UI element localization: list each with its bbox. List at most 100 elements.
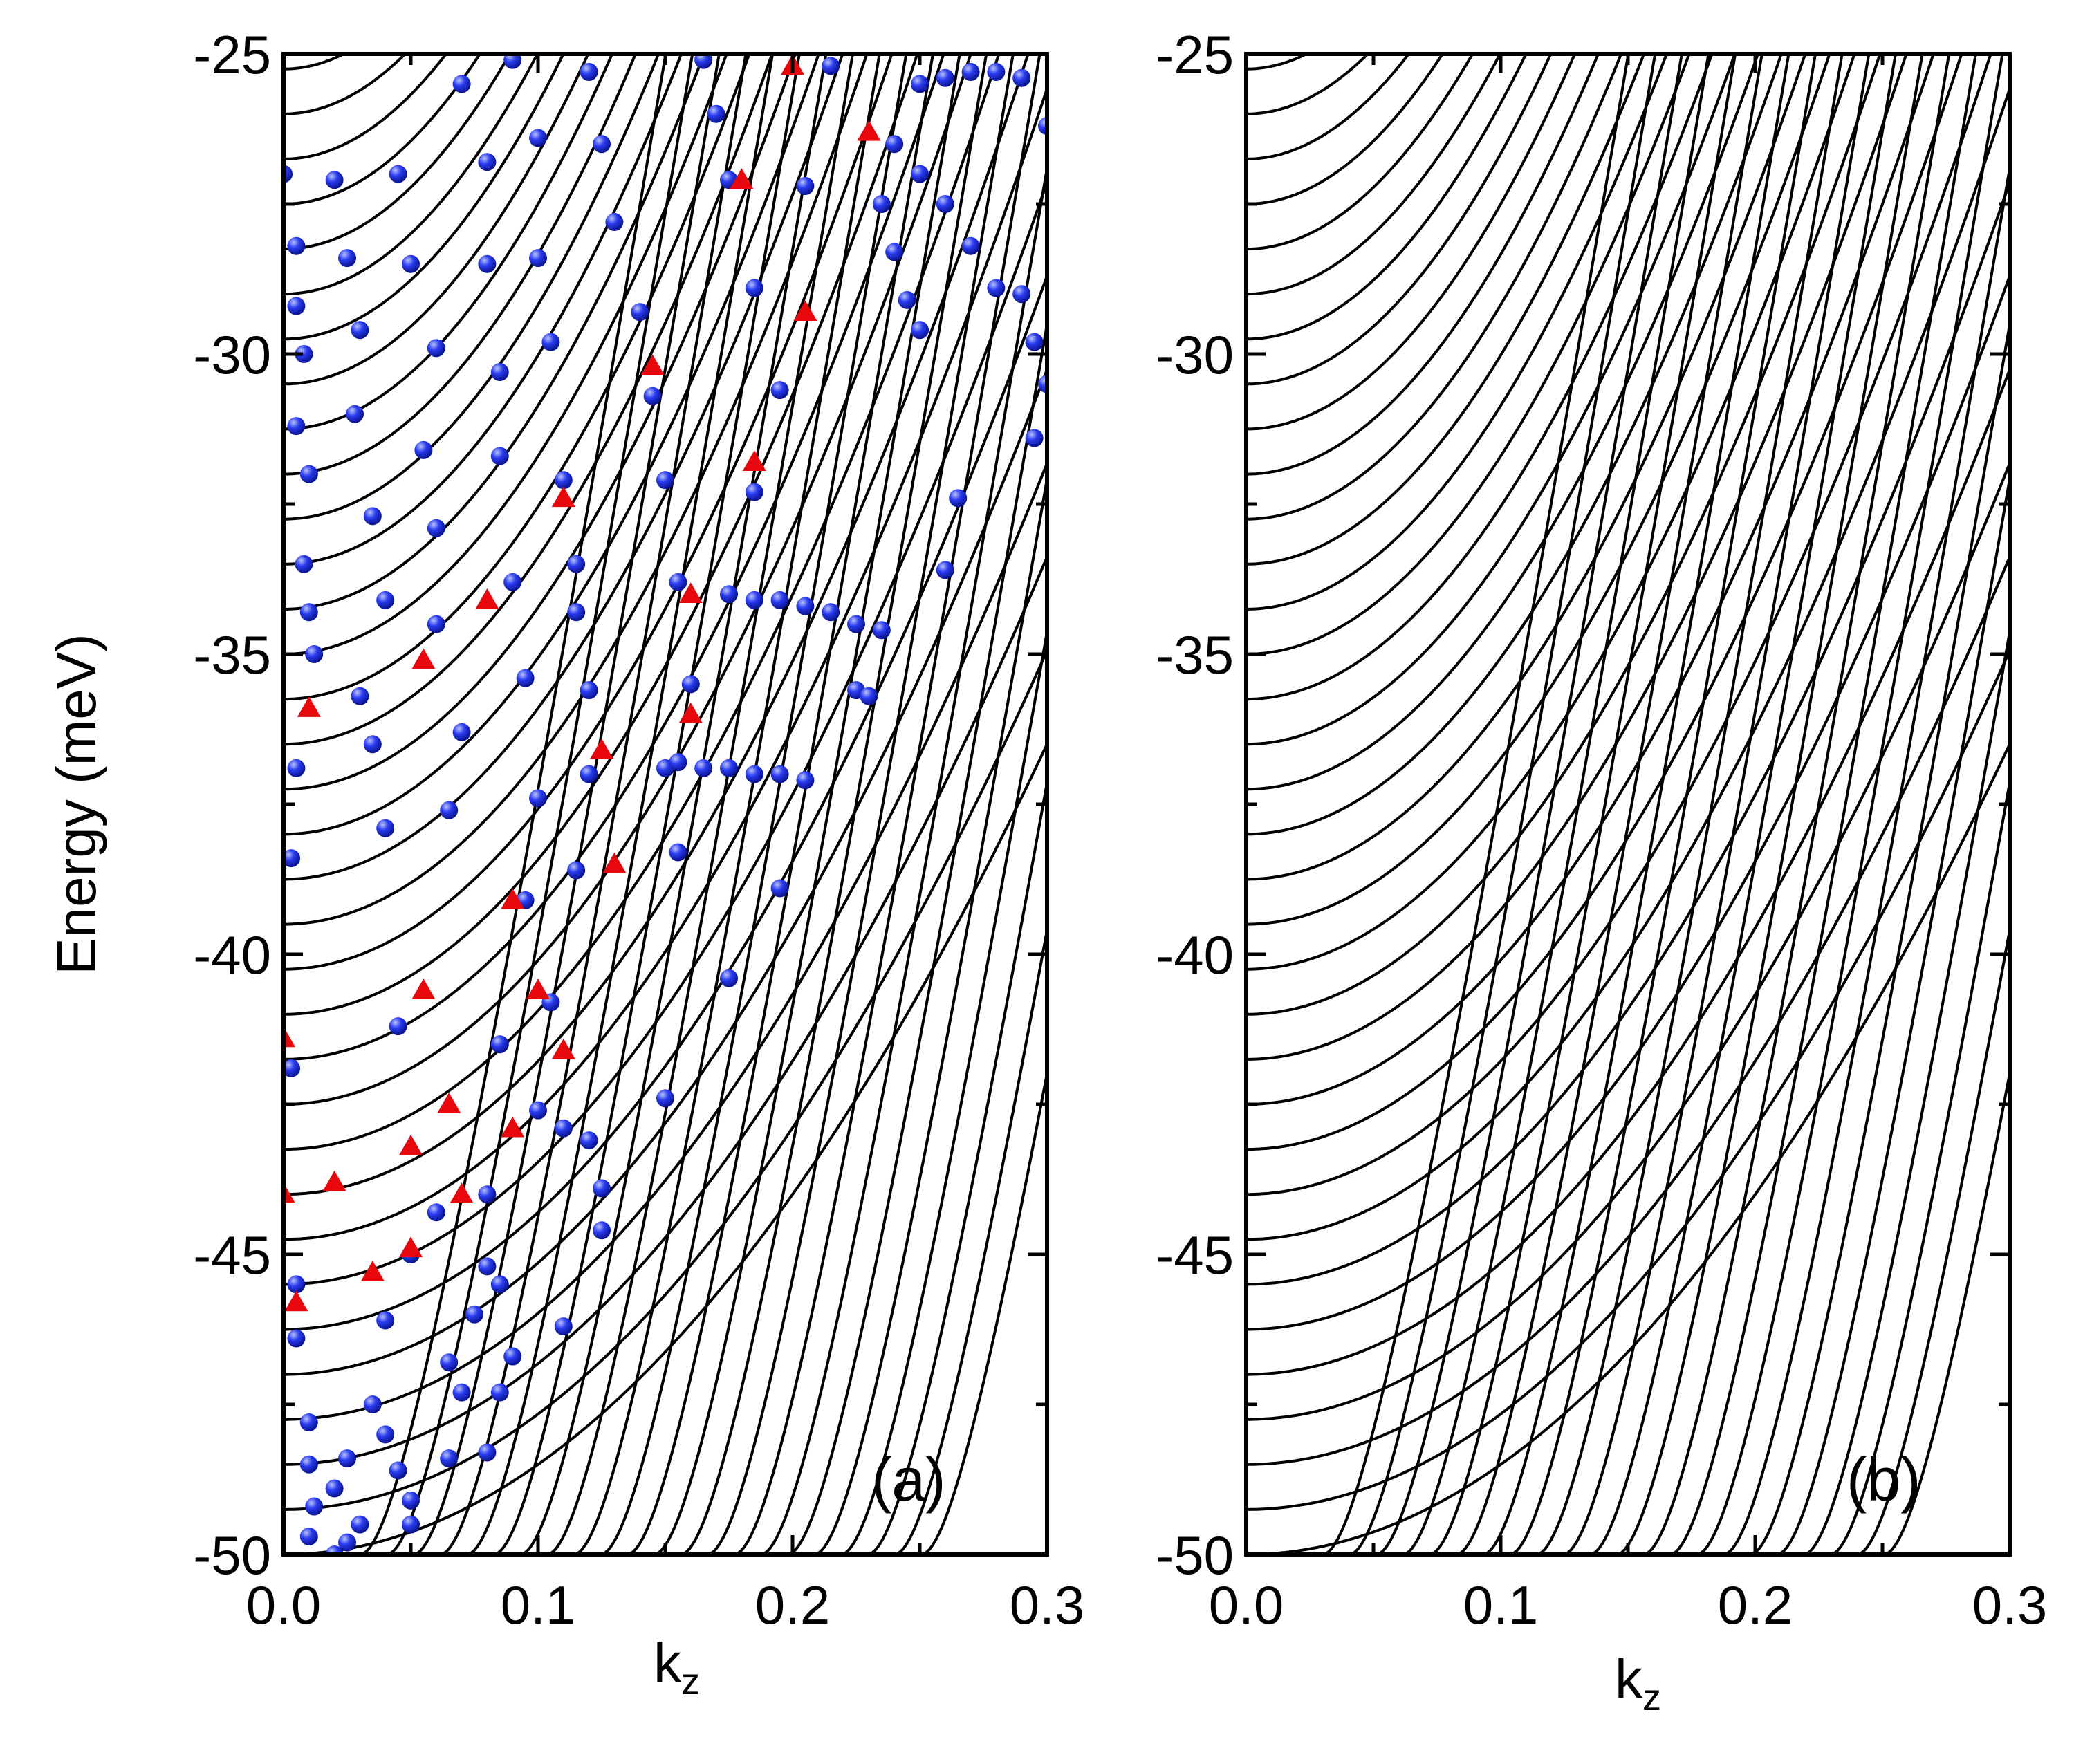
blue-state-marker: [414, 440, 433, 459]
subband-curve: [284, 54, 751, 701]
blue-state-marker: [427, 615, 445, 633]
blue-state-marker: [363, 507, 382, 526]
blue-state-marker: [567, 861, 586, 880]
axis-ticks-a: [281, 52, 1049, 1557]
panel-a: 0.0 0.1 0.2 0.3 -25 -30 -35 -40 -45 -50 (a) kz E…: [46, 24, 1084, 1702]
blue-state-marker: [949, 489, 968, 508]
red-state-marker: [730, 168, 754, 189]
blue-state-marker: [503, 1347, 522, 1366]
subband-curve: [1246, 54, 1669, 611]
x-tick-labels-b: 0.0 0.1 0.2 0.3: [1209, 1575, 2047, 1635]
blue-state-marker: [402, 1515, 420, 1534]
subband-curve: [1647, 54, 2004, 1554]
blue-state-marker: [1038, 117, 1047, 136]
blue-state-marker: [580, 1131, 598, 1150]
subband-curve: [284, 54, 706, 611]
blue-state-marker: [325, 1479, 344, 1498]
subband-curve: [284, 556, 1047, 1466]
blue-state-marker: [745, 279, 763, 297]
blue-state-marker: [338, 249, 356, 268]
blue-state-marker: [465, 1305, 483, 1324]
red-state-marker: [793, 300, 817, 321]
y-tick-labels-a: -25 -30 -35 -40 -45 -50: [193, 24, 271, 1586]
x-axis-title-a: kz: [654, 1632, 700, 1702]
blue-state-marker: [822, 603, 840, 622]
red-state-marker: [437, 1093, 461, 1113]
blue-state-marker: [961, 63, 980, 82]
blue-state-marker: [567, 555, 586, 573]
subband-curve: [284, 54, 844, 881]
blue-state-marker: [287, 236, 306, 255]
subband-curve: [684, 54, 1042, 1554]
subband-curve: [1246, 182, 2010, 1286]
blue-state-marker: [389, 1461, 407, 1480]
subband-curve: [284, 54, 660, 521]
red-state-marker: [678, 702, 703, 723]
blue-state-marker: [440, 1449, 459, 1468]
blue-state-marker: [478, 153, 497, 171]
red-state-markers: [284, 54, 881, 1312]
red-state-marker: [640, 354, 665, 375]
subband-curve: [1246, 54, 1528, 341]
blue-state-marker: [440, 801, 459, 819]
subband-curve: [1246, 54, 1577, 431]
subband-curve: [284, 54, 683, 566]
subband-curve: [284, 54, 919, 1016]
y-tick-label: -30: [193, 324, 271, 385]
blue-state-marker: [452, 723, 471, 741]
subband-curve: [284, 54, 590, 386]
blue-state-marker: [554, 1119, 573, 1138]
blue-state-marker: [796, 597, 815, 615]
subband-curve: [846, 929, 1047, 1554]
blue-state-marker: [287, 297, 306, 315]
subband-curve: [284, 54, 869, 926]
x-tick-label: 0.0: [1209, 1575, 1284, 1635]
subband-curve: [284, 54, 448, 160]
red-state-marker: [399, 1134, 423, 1155]
blue-state-marker: [363, 1395, 382, 1413]
red-state-marker: [590, 738, 613, 759]
blue-state-marker: [987, 63, 1006, 82]
subband-curve: [497, 54, 855, 1554]
y-tick-label: -30: [1156, 324, 1234, 385]
red-state-marker: [602, 852, 627, 873]
blue-state-marker: [299, 1527, 318, 1545]
panel-label-a: (a): [871, 1445, 946, 1514]
blue-state-marker: [541, 333, 560, 351]
blue-state-marker: [529, 249, 547, 268]
blue-state-marker: [770, 879, 789, 898]
x-tick-label: 0.0: [246, 1575, 321, 1635]
plot-frame-a: [281, 52, 1049, 1557]
blue-state-marker: [987, 279, 1006, 297]
subband-curve: [1755, 631, 2010, 1554]
subband-curve: [1246, 54, 1553, 386]
subband-curve: [1246, 463, 2010, 1421]
blue-state-marker: [478, 1185, 497, 1204]
blue-state-marker: [529, 1101, 547, 1120]
subband-curve: [1246, 54, 1411, 160]
blue-state-marker: [376, 1425, 395, 1444]
blue-state-marker: [529, 789, 547, 808]
blue-state-marker: [389, 165, 407, 183]
blue-state-marker: [427, 1203, 445, 1222]
subband-curve: [1246, 54, 1445, 205]
subband-curve: [713, 168, 1047, 1554]
blue-state-marker: [325, 1545, 344, 1554]
blue-state-marker: [284, 849, 301, 868]
blue-state-marker: [452, 1383, 471, 1402]
x-tick-label: 0.3: [1972, 1575, 2047, 1635]
subband-curve: [1246, 369, 2010, 1376]
subband-curve: [284, 54, 638, 476]
y-axis-title: Energy (meV): [46, 633, 107, 974]
blue-state-marker: [669, 573, 687, 591]
subband-curve: [445, 54, 801, 1554]
blue-state-marker: [936, 195, 954, 213]
blue-state-marker: [847, 615, 865, 633]
blue-state-marker: [338, 1449, 356, 1468]
y-tick-label: -45: [1156, 1225, 1234, 1285]
y-tick-label: -45: [193, 1225, 271, 1285]
blue-state-marker: [503, 573, 522, 591]
blue-state-marker: [452, 75, 471, 93]
blue-state-marker: [643, 387, 662, 405]
blue-state-marker: [770, 381, 789, 400]
